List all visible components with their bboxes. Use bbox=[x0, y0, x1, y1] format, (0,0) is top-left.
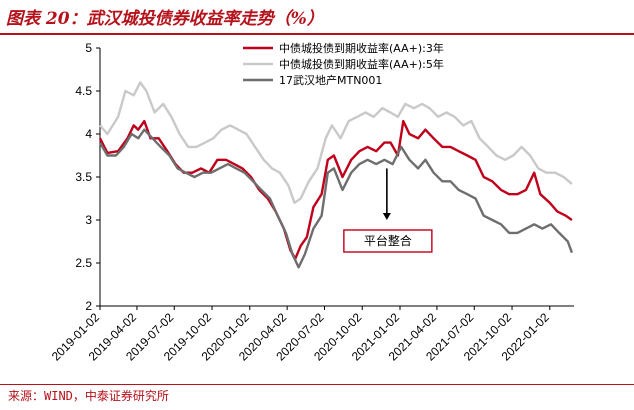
series-line-0 bbox=[98, 119, 573, 260]
series-line-2 bbox=[98, 128, 574, 269]
y-tick-label: 4.5 bbox=[75, 84, 92, 98]
legend-label: 17武汉地产MTN001 bbox=[279, 73, 382, 87]
legend-label: 中债城投债到期收益率(AA+):3年 bbox=[279, 41, 444, 55]
y-tick-label: 3.5 bbox=[75, 170, 92, 184]
chart-lines bbox=[98, 81, 574, 269]
annotation-box bbox=[343, 229, 433, 253]
footer-rule bbox=[0, 384, 634, 385]
series-line-1 bbox=[99, 81, 573, 204]
y-tick-label: 3 bbox=[85, 213, 92, 227]
legend-label: 中债城投债到期收益率(AA+):5年 bbox=[279, 57, 444, 71]
annotation-arrow-head bbox=[382, 213, 391, 220]
chart-title: 图表 20：武汉城投债券收益率走势（%） bbox=[6, 9, 324, 29]
y-tick-label: 2 bbox=[85, 299, 92, 313]
y-tick-label: 5 bbox=[85, 41, 92, 55]
source-note: 来源：WIND，中泰证券研究所 bbox=[8, 389, 169, 403]
title-underline bbox=[0, 33, 634, 35]
annotation-label: 平台整合 bbox=[364, 233, 412, 248]
chart-axes: 22.533.544.552019-01-022019-04-022019-07… bbox=[49, 41, 574, 364]
chart-annotation: 平台整合 bbox=[343, 168, 433, 253]
y-tick-label: 4 bbox=[85, 127, 92, 141]
y-tick-label: 2.5 bbox=[75, 256, 92, 270]
